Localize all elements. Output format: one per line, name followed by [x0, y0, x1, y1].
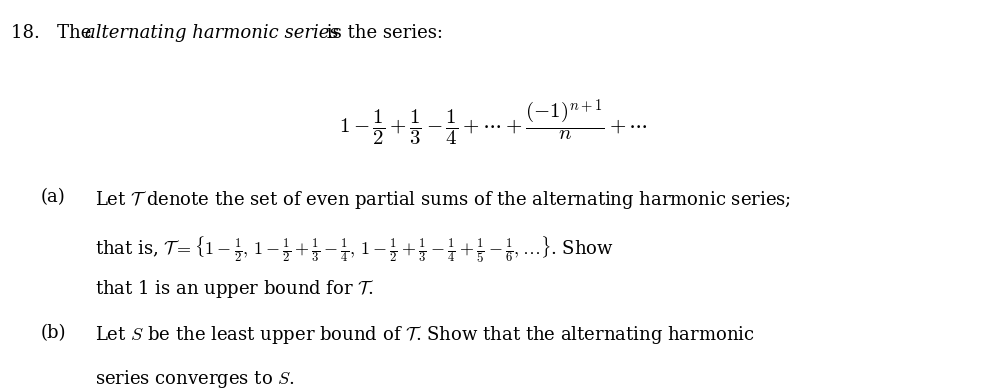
Text: alternating harmonic series: alternating harmonic series [85, 24, 338, 42]
Text: (b): (b) [41, 324, 66, 343]
Text: Let $\mathcal{T}$ denote the set of even partial sums of the alternating harmoni: Let $\mathcal{T}$ denote the set of even… [95, 189, 791, 211]
Text: series converges to $S$.: series converges to $S$. [95, 368, 295, 388]
Text: 18.   The: 18. The [11, 24, 97, 42]
Text: that is, $\mathcal{T} = \{1 - \frac{1}{2},\, 1 - \frac{1}{2} + \frac{1}{3} - \fr: that is, $\mathcal{T} = \{1 - \frac{1}{2… [95, 235, 614, 265]
Text: (a): (a) [41, 189, 65, 206]
Text: Let $S$ be the least upper bound of $\mathcal{T}$. Show that the alternating har: Let $S$ be the least upper bound of $\ma… [95, 324, 755, 346]
Text: $1 - \dfrac{1}{2} + \dfrac{1}{3} - \dfrac{1}{4} + \cdots + \dfrac{(-1)^{n+1}}{n}: $1 - \dfrac{1}{2} + \dfrac{1}{3} - \dfra… [338, 97, 648, 148]
Text: is the series:: is the series: [321, 24, 443, 42]
Text: that 1 is an upper bound for $\mathcal{T}$.: that 1 is an upper bound for $\mathcal{T… [95, 278, 375, 300]
